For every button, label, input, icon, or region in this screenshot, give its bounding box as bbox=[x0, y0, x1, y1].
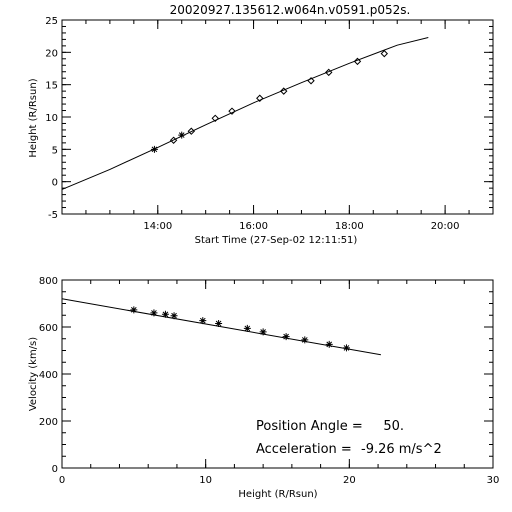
height-time-diamond-point bbox=[211, 114, 219, 123]
velocity-height-asterisk-point bbox=[342, 344, 350, 352]
height-time-y-tick-label: 15 bbox=[45, 81, 58, 92]
velocity-height-asterisk-point bbox=[199, 317, 207, 325]
figure-title: 20020927.135612.w064n.v0591.p052s. bbox=[170, 3, 411, 17]
velocity-height-x-tick-label: 30 bbox=[487, 475, 500, 486]
velocity-height-plot: 0 10 20 30 0 200 400 600 800 Height (R/Rsun) Vel… bbox=[28, 276, 499, 500]
velocity-height-y-tick-label: 200 bbox=[39, 417, 58, 428]
velocity-height-asterisk-point bbox=[215, 319, 223, 327]
height-time-x-tick-label: 16:00 bbox=[239, 221, 268, 232]
height-time-y-axis-label: Height (R/Rsun) bbox=[28, 78, 39, 157]
velocity-height-y-axis-label: Velocity (km/s) bbox=[28, 337, 39, 411]
height-time-plot: 14:00 16:00 18:00 20:00 -5 0 5 10 15 20 25 Start T… bbox=[28, 16, 494, 246]
velocity-height-asterisk-point bbox=[150, 309, 158, 317]
height-time-y-tick-label: 25 bbox=[45, 16, 58, 27]
velocity-height-x-axis-label: Height (R/Rsun) bbox=[238, 489, 317, 500]
height-time-y-tick-label: 10 bbox=[45, 113, 58, 124]
height-time-y-tick-label: 20 bbox=[45, 48, 58, 59]
velocity-height-asterisk-point bbox=[170, 312, 178, 320]
height-time-diamond-point bbox=[380, 49, 388, 58]
velocity-height-y-tick-label: 400 bbox=[39, 370, 58, 381]
acceleration-value: -9.26 m/s^2 bbox=[361, 442, 442, 457]
height-time-x-axis-label: Start Time (27-Sep-02 12:11:51) bbox=[195, 235, 358, 246]
velocity-height-asterisk-point bbox=[259, 328, 267, 336]
velocity-height-x-tick-label: 10 bbox=[199, 475, 212, 486]
height-time-diamond-point bbox=[307, 77, 315, 85]
velocity-height-asterisk-point bbox=[161, 310, 169, 318]
height-time-diamond-point bbox=[187, 127, 196, 135]
height-time-fit-line bbox=[61, 37, 429, 190]
height-time-x-tick-label: 20:00 bbox=[431, 221, 460, 232]
height-time-diamond-point bbox=[256, 94, 264, 102]
height-time-asterisk-point bbox=[178, 131, 186, 139]
position-angle-value: 50. bbox=[383, 419, 404, 434]
position-angle-label: Position Angle = bbox=[256, 419, 363, 434]
height-time-diamond-point bbox=[353, 57, 362, 66]
velocity-height-x-tick-label: 20 bbox=[343, 475, 356, 486]
velocity-height-y-tick-label: 600 bbox=[39, 323, 58, 334]
height-time-diamond-point bbox=[325, 68, 333, 77]
velocity-height-asterisk-point bbox=[130, 306, 138, 314]
velocity-height-asterisk-point bbox=[282, 333, 290, 341]
height-time-diamond-point bbox=[280, 87, 288, 95]
velocity-height-y-tick-label: 800 bbox=[39, 276, 58, 287]
velocity-height-y-tick-label: 0 bbox=[52, 464, 58, 475]
velocity-height-asterisk-point bbox=[325, 340, 333, 348]
acceleration-label: Acceleration = bbox=[256, 442, 352, 457]
velocity-height-asterisk-point bbox=[243, 324, 251, 332]
velocity-height-x-tick-label: 0 bbox=[59, 475, 65, 486]
height-time-asterisk-point bbox=[150, 145, 158, 153]
height-time-diamond-point bbox=[169, 136, 178, 144]
height-time-diamond-point bbox=[228, 107, 236, 115]
height-time-x-tick-label: 14:00 bbox=[143, 221, 172, 232]
height-time-x-tick-label: 18:00 bbox=[335, 221, 364, 232]
height-time-y-tick-label: 0 bbox=[52, 178, 58, 189]
velocity-height-asterisk-point bbox=[301, 336, 309, 344]
height-time-y-tick-label: 5 bbox=[52, 145, 58, 156]
height-time-y-tick-label: -5 bbox=[48, 210, 58, 221]
